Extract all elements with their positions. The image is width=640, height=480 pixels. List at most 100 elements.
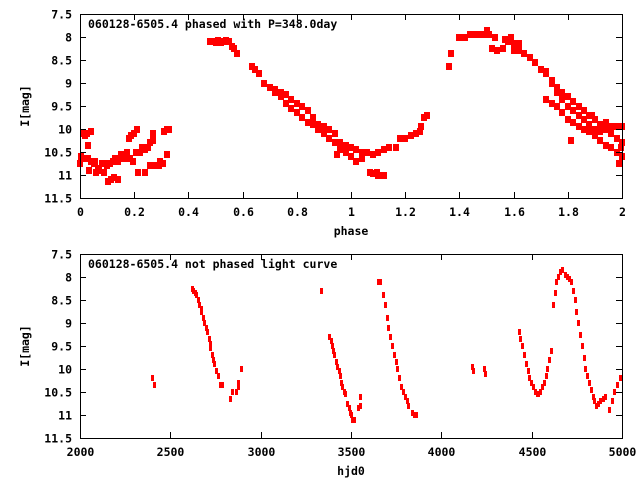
data-point [326, 126, 332, 133]
data-point [288, 96, 294, 103]
data-point [557, 274, 560, 280]
y-tick-label: 9 [65, 317, 72, 331]
data-point [581, 107, 587, 114]
data-point [219, 382, 222, 388]
data-point [350, 412, 353, 418]
data-point [525, 361, 528, 367]
data-point [566, 274, 569, 280]
data-point [575, 309, 578, 315]
phased-light-curve-panel: 7.5 8 8.5 9 9.5 10 10.5 11 11.5 0 0.2 0.4 0.6 0.8 1 1.2… [18, 8, 626, 239]
data-point [586, 121, 592, 128]
data-point [334, 151, 340, 158]
data-point [516, 40, 522, 47]
phased-plot-frame [80, 14, 623, 199]
data-point [261, 80, 267, 87]
data-point [198, 302, 201, 308]
data-point [595, 403, 598, 409]
data-point [294, 100, 300, 107]
y-tick-label: 11 [58, 169, 72, 183]
data-point [570, 119, 576, 126]
data-point [206, 329, 209, 335]
x-tick-label: 3000 [248, 445, 276, 459]
y-tick-label: 11.5 [44, 192, 72, 206]
x-tick-label: 0.4 [178, 205, 199, 219]
data-point [402, 135, 408, 142]
data-point [532, 59, 538, 66]
data-point [359, 155, 365, 162]
data-point [543, 96, 549, 103]
data-point [195, 292, 198, 298]
data-point [543, 68, 549, 75]
data-point [413, 412, 416, 418]
x-tick-label: 0.6 [233, 205, 254, 219]
data-point [115, 176, 121, 183]
data-point [561, 267, 564, 273]
data-point [592, 394, 595, 400]
data-point [565, 103, 571, 110]
data-point [568, 137, 574, 144]
data-point [150, 137, 156, 144]
data-point [559, 269, 562, 275]
data-point [88, 128, 94, 135]
data-point [124, 149, 130, 156]
y-tick-label: 7.5 [51, 8, 72, 22]
data-point [381, 146, 387, 153]
data-point [331, 343, 334, 349]
data-point [202, 315, 205, 321]
y-tick-label: 8.5 [51, 294, 72, 308]
unphased-data-points [151, 267, 622, 423]
data-point [597, 128, 603, 135]
data-point [592, 126, 598, 133]
y-tick-label: 9.5 [51, 340, 72, 354]
data-point [321, 130, 327, 137]
data-point [527, 368, 530, 374]
data-point [500, 45, 506, 52]
data-point [603, 126, 609, 133]
data-point [278, 89, 284, 96]
data-point [234, 50, 240, 57]
data-point [518, 329, 521, 335]
data-point [340, 380, 343, 386]
data-point [570, 107, 576, 114]
y-tick-label: 7.5 [51, 248, 72, 262]
data-point [539, 389, 542, 395]
data-point [614, 123, 620, 130]
data-point [86, 167, 92, 174]
data-point [81, 155, 87, 162]
x-tick-label: 2000 [67, 445, 95, 459]
data-point [231, 45, 237, 52]
data-point [592, 116, 598, 123]
data-point [330, 338, 333, 344]
data-point [424, 112, 430, 119]
data-point [278, 93, 284, 100]
data-point [574, 297, 577, 303]
data-point [213, 361, 216, 367]
data-point [336, 364, 339, 370]
data-point [481, 31, 487, 38]
data-point [310, 121, 316, 128]
data-point [267, 84, 273, 91]
data-point [586, 373, 589, 379]
data-point [133, 149, 139, 156]
data-point [570, 98, 576, 105]
data-point [135, 169, 141, 176]
data-point [489, 45, 495, 52]
x-tick-label: 2 [619, 205, 626, 219]
data-point [393, 144, 399, 151]
data-point [559, 109, 565, 116]
data-point [576, 112, 582, 119]
x-tick-label: 4500 [519, 445, 547, 459]
phased-plot-title: 060128-6505.4 phased with P=348.0day [88, 17, 337, 31]
data-point [530, 380, 533, 386]
data-point [397, 135, 403, 142]
data-point [333, 352, 336, 358]
data-point [272, 86, 278, 93]
data-point [592, 132, 598, 139]
data-point [559, 96, 565, 103]
data-point [590, 387, 593, 393]
data-point [160, 160, 166, 167]
data-point [608, 123, 614, 130]
data-point [527, 54, 533, 61]
